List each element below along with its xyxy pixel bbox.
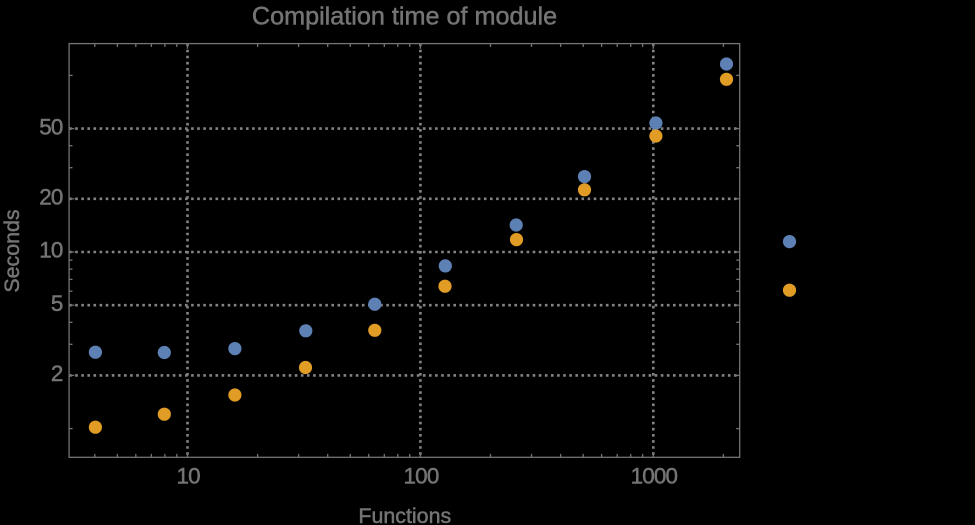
svg-text:50: 50	[39, 114, 63, 139]
svg-text:20: 20	[39, 185, 63, 210]
svg-text:Compilation time of module: Compilation time of module	[252, 3, 557, 31]
svg-text:10: 10	[176, 464, 200, 489]
svg-text:100: 100	[404, 464, 439, 489]
svg-text:5: 5	[51, 291, 63, 316]
svg-text:Functions: Functions	[358, 504, 451, 525]
svg-text:1000: 1000	[631, 464, 678, 489]
svg-text:Seconds: Seconds	[0, 209, 24, 292]
svg-text:10: 10	[39, 238, 63, 263]
svg-text:2: 2	[51, 361, 63, 386]
